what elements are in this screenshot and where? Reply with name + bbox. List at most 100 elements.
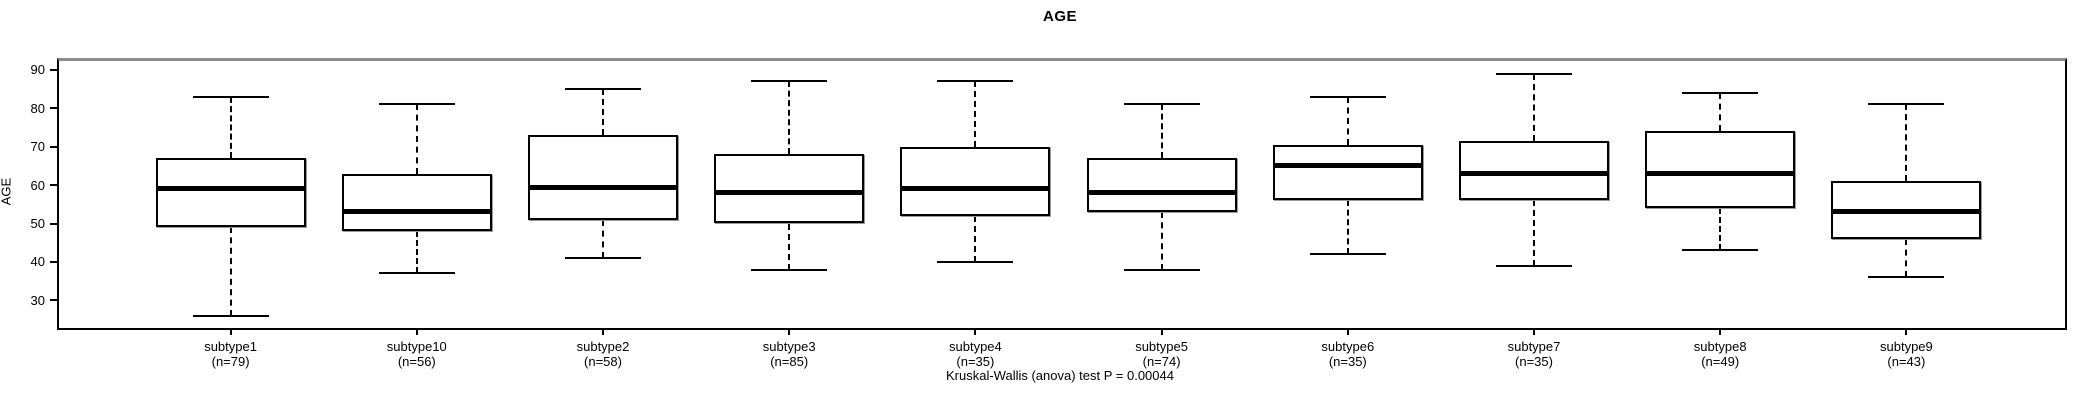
iqr-box bbox=[528, 135, 678, 220]
x-axis-label: subtype1 (n=79) bbox=[141, 339, 321, 369]
x-axis-label: subtype7 (n=35) bbox=[1444, 339, 1624, 369]
upper-whisker bbox=[1719, 92, 1722, 132]
upper-whisker bbox=[229, 96, 232, 159]
y-axis-tick-label: 80 bbox=[30, 100, 45, 116]
x-axis-tick bbox=[1160, 328, 1163, 335]
x-axis-label: subtype3 (n=85) bbox=[699, 339, 879, 369]
lower-whisker bbox=[1533, 200, 1535, 266]
upper-whisker bbox=[1533, 73, 1535, 141]
upper-whisker-cap bbox=[1309, 95, 1386, 98]
subtype-name: subtype4 bbox=[949, 339, 1002, 354]
median-line bbox=[1459, 171, 1609, 177]
subtype-name: subtype2 bbox=[576, 339, 630, 354]
upper-whisker-cap bbox=[1123, 103, 1200, 106]
y-axis-tick bbox=[50, 68, 57, 71]
lower-whisker-cap bbox=[751, 268, 828, 271]
x-axis-label: subtype6 (n=35) bbox=[1258, 339, 1438, 369]
upper-whisker bbox=[1160, 104, 1163, 159]
upper-whisker-cap bbox=[192, 95, 269, 98]
upper-whisker bbox=[974, 81, 977, 147]
lower-whisker bbox=[1160, 211, 1163, 270]
iqr-box bbox=[1272, 144, 1423, 201]
lower-whisker bbox=[1905, 238, 1908, 278]
chart-title: AGE bbox=[1042, 8, 1077, 25]
subtype-name: subtype5 bbox=[1135, 339, 1188, 354]
subtype-name: subtype1 bbox=[204, 339, 257, 354]
lower-whisker bbox=[1719, 208, 1722, 251]
median-line bbox=[714, 190, 865, 196]
sample-size-label: (n=43) bbox=[1887, 354, 1926, 369]
upper-whisker-cap bbox=[937, 80, 1014, 83]
sample-size-label: (n=35) bbox=[956, 354, 995, 369]
y-axis-tick-label: 70 bbox=[30, 139, 45, 155]
subtype-name: subtype3 bbox=[762, 339, 816, 354]
x-axis-label: subtype2 (n=58) bbox=[513, 339, 693, 369]
iqr-box bbox=[900, 146, 1051, 216]
x-axis-tick bbox=[1533, 328, 1535, 335]
sample-size-label: (n=79) bbox=[211, 354, 250, 369]
median-line bbox=[1831, 209, 1982, 215]
y-axis-tick bbox=[50, 222, 57, 225]
median-line bbox=[528, 184, 678, 190]
y-axis-tick-label: 90 bbox=[30, 62, 45, 78]
lower-whisker-cap bbox=[192, 314, 269, 317]
x-axis-tick bbox=[229, 328, 232, 335]
sample-size-label: (n=56) bbox=[397, 354, 436, 369]
x-axis-tick bbox=[974, 328, 977, 335]
median-line bbox=[341, 209, 492, 215]
x-axis-tick bbox=[1905, 328, 1908, 335]
upper-whisker bbox=[1905, 104, 1908, 182]
y-axis-title: AGE bbox=[0, 177, 14, 206]
subtype-name: subtype6 bbox=[1321, 339, 1375, 354]
iqr-box bbox=[714, 154, 865, 224]
lower-whisker-cap bbox=[565, 257, 641, 260]
upper-whisker-cap bbox=[1868, 103, 1945, 106]
x-axis-tick bbox=[415, 328, 418, 335]
upper-whisker-cap bbox=[378, 103, 455, 106]
iqr-box bbox=[341, 173, 492, 232]
x-axis-label: subtype4 (n=35) bbox=[885, 339, 1065, 369]
x-axis-tick bbox=[1719, 328, 1722, 335]
sample-size-label: (n=74) bbox=[1142, 354, 1181, 369]
y-axis-tick-label: 50 bbox=[30, 216, 45, 231]
lower-whisker bbox=[788, 223, 791, 270]
sample-size-label: (n=49) bbox=[1701, 354, 1740, 369]
x-axis-tick bbox=[788, 328, 791, 335]
upper-whisker bbox=[415, 104, 418, 174]
subtype-name: subtype10 bbox=[386, 339, 447, 354]
median-line bbox=[155, 186, 306, 192]
y-axis-tick-label: 30 bbox=[30, 292, 45, 308]
y-axis-tick-label: 40 bbox=[30, 254, 45, 270]
x-axis-tick bbox=[602, 328, 604, 335]
plot-area: 30 40 50 60 70 80 90 subtype1 (n=79) subtype10 (n=… bbox=[31, 58, 2067, 369]
sample-size-label: (n=35) bbox=[1328, 354, 1367, 369]
subtype-name: subtype7 bbox=[1507, 339, 1561, 354]
lower-whisker-cap bbox=[937, 260, 1014, 263]
y-axis-tick bbox=[50, 299, 57, 302]
upper-whisker-cap bbox=[1682, 91, 1759, 94]
lower-whisker bbox=[974, 215, 977, 262]
sample-size-label: (n=58) bbox=[584, 354, 622, 369]
subtype-name: subtype8 bbox=[1693, 339, 1747, 354]
kruskal-wallis-note: Kruskal-Wallis (anova) test P = 0.00044 bbox=[946, 368, 1174, 383]
median-line bbox=[1086, 190, 1237, 196]
x-axis-label: subtype5 (n=74) bbox=[1072, 339, 1252, 369]
upper-whisker-cap bbox=[1496, 72, 1572, 75]
lower-whisker bbox=[415, 231, 418, 274]
lower-whisker-cap bbox=[378, 272, 455, 275]
iqr-box bbox=[1645, 131, 1796, 209]
upper-whisker bbox=[602, 89, 604, 136]
x-axis-label: subtype10 (n=56) bbox=[327, 339, 507, 369]
median-line bbox=[1645, 171, 1796, 177]
sample-size-label: (n=35) bbox=[1515, 354, 1553, 369]
y-axis-tick-label: 60 bbox=[30, 177, 45, 193]
sample-size-label: (n=85) bbox=[770, 354, 809, 369]
upper-whisker bbox=[788, 81, 791, 155]
lower-whisker bbox=[602, 219, 604, 259]
x-axis-tick bbox=[1346, 328, 1349, 335]
y-axis-tick bbox=[50, 184, 57, 187]
lower-whisker bbox=[229, 227, 232, 316]
y-axis-tick bbox=[50, 107, 57, 110]
lower-whisker bbox=[1346, 200, 1349, 255]
